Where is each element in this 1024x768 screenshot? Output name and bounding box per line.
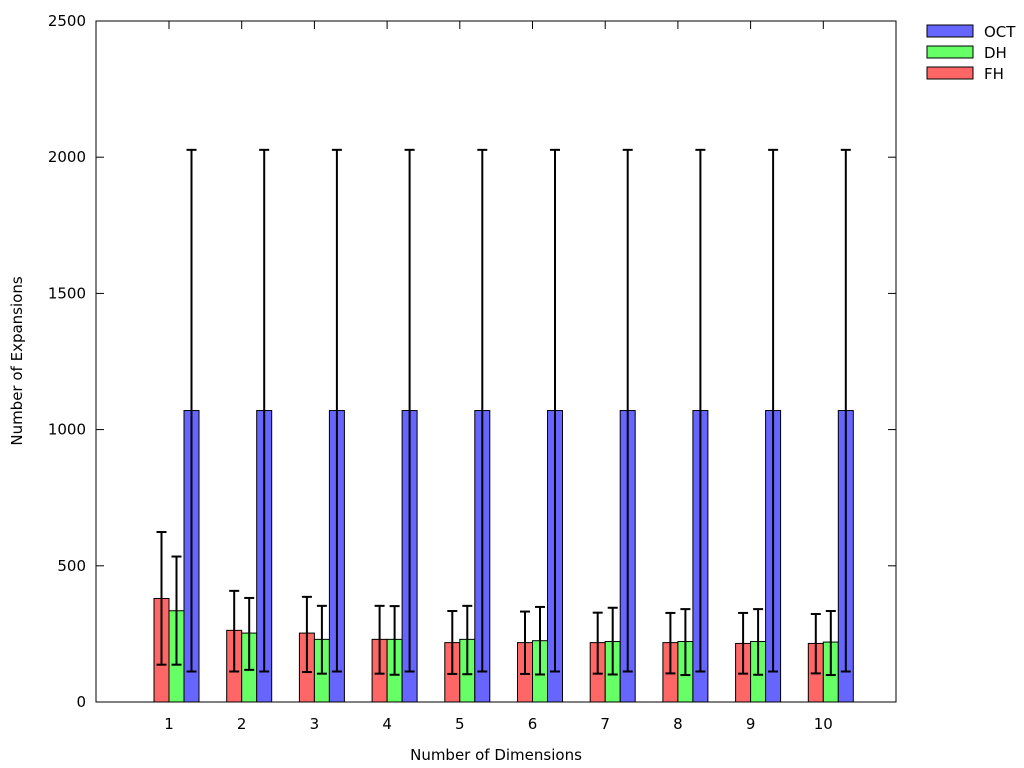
x-tick-label: 8 [673,715,683,733]
x-axis-label: Number of Dimensions [410,746,582,764]
x-tick-label: 5 [455,715,465,733]
legend-swatch-dh [926,45,974,59]
y-axis-label: Number of Expansions [8,276,26,445]
x-tick-label: 7 [600,715,610,733]
y-tick-label: 0 [76,693,86,711]
x-tick-label: 2 [237,715,247,733]
x-axis: 1 2 3 4 5 6 7 8 9 10 [164,21,833,733]
legend-label-fh: FH [984,65,1004,83]
x-tick-label: 3 [310,715,320,733]
bar-series [153,410,854,703]
legend: OCT DH FH [926,23,1016,83]
y-axis: 0 500 1000 1500 2000 2500 [48,12,896,711]
y-tick-label: 2500 [48,12,86,30]
x-tick-label: 9 [746,715,756,733]
x-tick-label: 1 [164,715,174,733]
legend-label-oct: OCT [984,23,1016,41]
plot-frame [95,20,897,703]
legend-swatch-fh [926,66,974,80]
y-tick-label: 2000 [48,148,86,166]
legend-swatch-oct [926,24,974,38]
y-tick-label: 500 [57,557,86,575]
y-tick-label: 1000 [48,421,86,439]
x-tick-label: 10 [814,715,833,733]
error-bars [156,148,851,677]
x-tick-label: 4 [382,715,392,733]
x-tick-label: 6 [528,715,538,733]
y-tick-label: 1500 [48,284,86,302]
legend-label-dh: DH [984,44,1007,62]
